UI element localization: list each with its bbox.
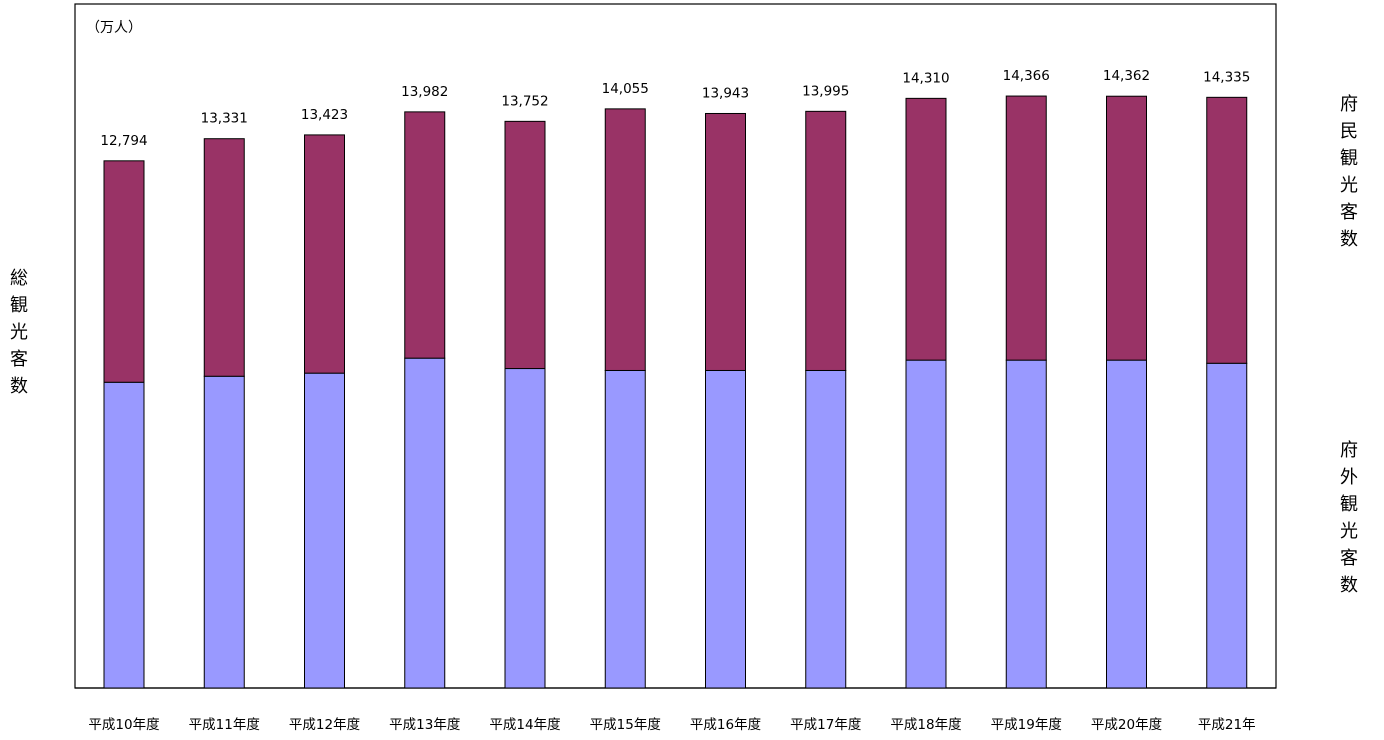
y-axis-label: 総観光客数	[8, 270, 30, 405]
bar-segment-resident	[705, 112, 746, 371]
bar-segment-outside	[805, 369, 847, 689]
x-tick-label: 平成16年度	[690, 717, 761, 733]
y-axis-label-char-0: 総	[10, 268, 28, 289]
x-tick-label: 平成15年度	[590, 717, 661, 733]
bar-total-label: 12,794	[100, 133, 147, 149]
legend-label-resident-visitors: 府民観光客数	[1338, 96, 1360, 258]
bar-segment-outside	[304, 372, 345, 689]
x-tick-label: 平成13年度	[389, 717, 460, 733]
bar-total-label: 14,310	[902, 70, 949, 86]
resident-label-char-3: 光	[1340, 175, 1358, 196]
bar-segment-outside	[1206, 362, 1248, 689]
resident-label-char-2: 観	[1340, 148, 1358, 169]
bar-segment-outside	[905, 359, 947, 689]
bar-segment-resident	[203, 138, 245, 377]
bar-segment-outside	[1005, 359, 1047, 689]
bar-segment-outside	[404, 357, 446, 689]
bar-total-label: 14,362	[1103, 68, 1150, 84]
bars-layer	[103, 95, 1248, 689]
bar-segment-resident	[1106, 95, 1147, 361]
resident-label-char-0: 府	[1340, 94, 1358, 115]
bar-segment-outside	[504, 368, 546, 689]
x-tick-label: 平成12年度	[289, 717, 360, 733]
bar-total-label: 13,943	[702, 85, 749, 101]
y-axis-label-char-2: 光	[10, 322, 28, 343]
outside-label-char-0: 府	[1340, 440, 1358, 461]
x-tick-label: 平成14年度	[489, 717, 560, 733]
tick-labels-layer: 平成10年度 平成11年度 平成12年度 平成13年度 平成14年度 平成15年度 平成16…	[88, 717, 1255, 733]
resident-label-char-1: 民	[1340, 121, 1358, 142]
resident-label-char-5: 数	[1340, 229, 1358, 250]
x-tick-label: 平成19年度	[991, 717, 1062, 733]
bar-segment-resident	[1206, 96, 1248, 364]
plot-area	[74, 3, 1277, 689]
bar-total-label: 13,423	[301, 107, 348, 123]
x-tick-label: 平成11年度	[189, 717, 260, 733]
outside-label-char-3: 光	[1340, 521, 1358, 542]
bar-segment-resident	[504, 120, 546, 370]
outside-label-char-4: 客	[1340, 548, 1358, 569]
x-tick-label: 平成21年	[1198, 717, 1256, 733]
bar-total-label: 13,982	[401, 84, 448, 100]
x-tick-label: 平成20年度	[1091, 717, 1162, 733]
bar-segment-resident	[905, 97, 947, 361]
bar-segment-outside	[705, 369, 746, 689]
bar-segment-resident	[604, 108, 646, 371]
bar-total-label: 14,055	[602, 81, 649, 97]
x-tick-label: 平成17年度	[790, 717, 861, 733]
bar-segment-outside	[1106, 359, 1147, 689]
bar-segment-outside	[203, 375, 245, 689]
unit-label: （万人）	[86, 20, 142, 36]
bar-total-label: 14,366	[1003, 68, 1050, 84]
value-labels-layer: 12,794 13,331 13,423 13,982 13,752 14,055 13,9…	[100, 68, 1250, 149]
x-tick-label: 平成18年度	[890, 717, 961, 733]
y-axis-label-char-4: 数	[10, 376, 28, 397]
bar-segment-resident	[304, 134, 345, 374]
x-tick-label: 平成10年度	[88, 717, 159, 733]
bar-total-label: 14,335	[1203, 69, 1250, 85]
bar-segment-outside	[103, 381, 145, 689]
bar-segment-outside	[604, 369, 646, 689]
outside-label-char-5: 数	[1340, 575, 1358, 596]
y-axis-label-char-3: 客	[10, 349, 28, 370]
bar-segment-resident	[1005, 95, 1047, 361]
bar-total-label: 13,331	[201, 111, 248, 127]
bar-segment-resident	[404, 111, 446, 359]
bar-segment-resident	[805, 110, 847, 371]
resident-label-char-4: 客	[1340, 202, 1358, 223]
legend-label-outside-visitors: 府外観光客数	[1338, 442, 1360, 604]
outside-label-char-1: 外	[1340, 467, 1358, 488]
outside-label-char-2: 観	[1340, 494, 1358, 515]
y-axis-label-char-1: 観	[10, 295, 28, 316]
bar-total-label: 13,752	[501, 93, 548, 109]
bar-total-label: 13,995	[802, 83, 849, 99]
bar-segment-resident	[103, 160, 145, 383]
